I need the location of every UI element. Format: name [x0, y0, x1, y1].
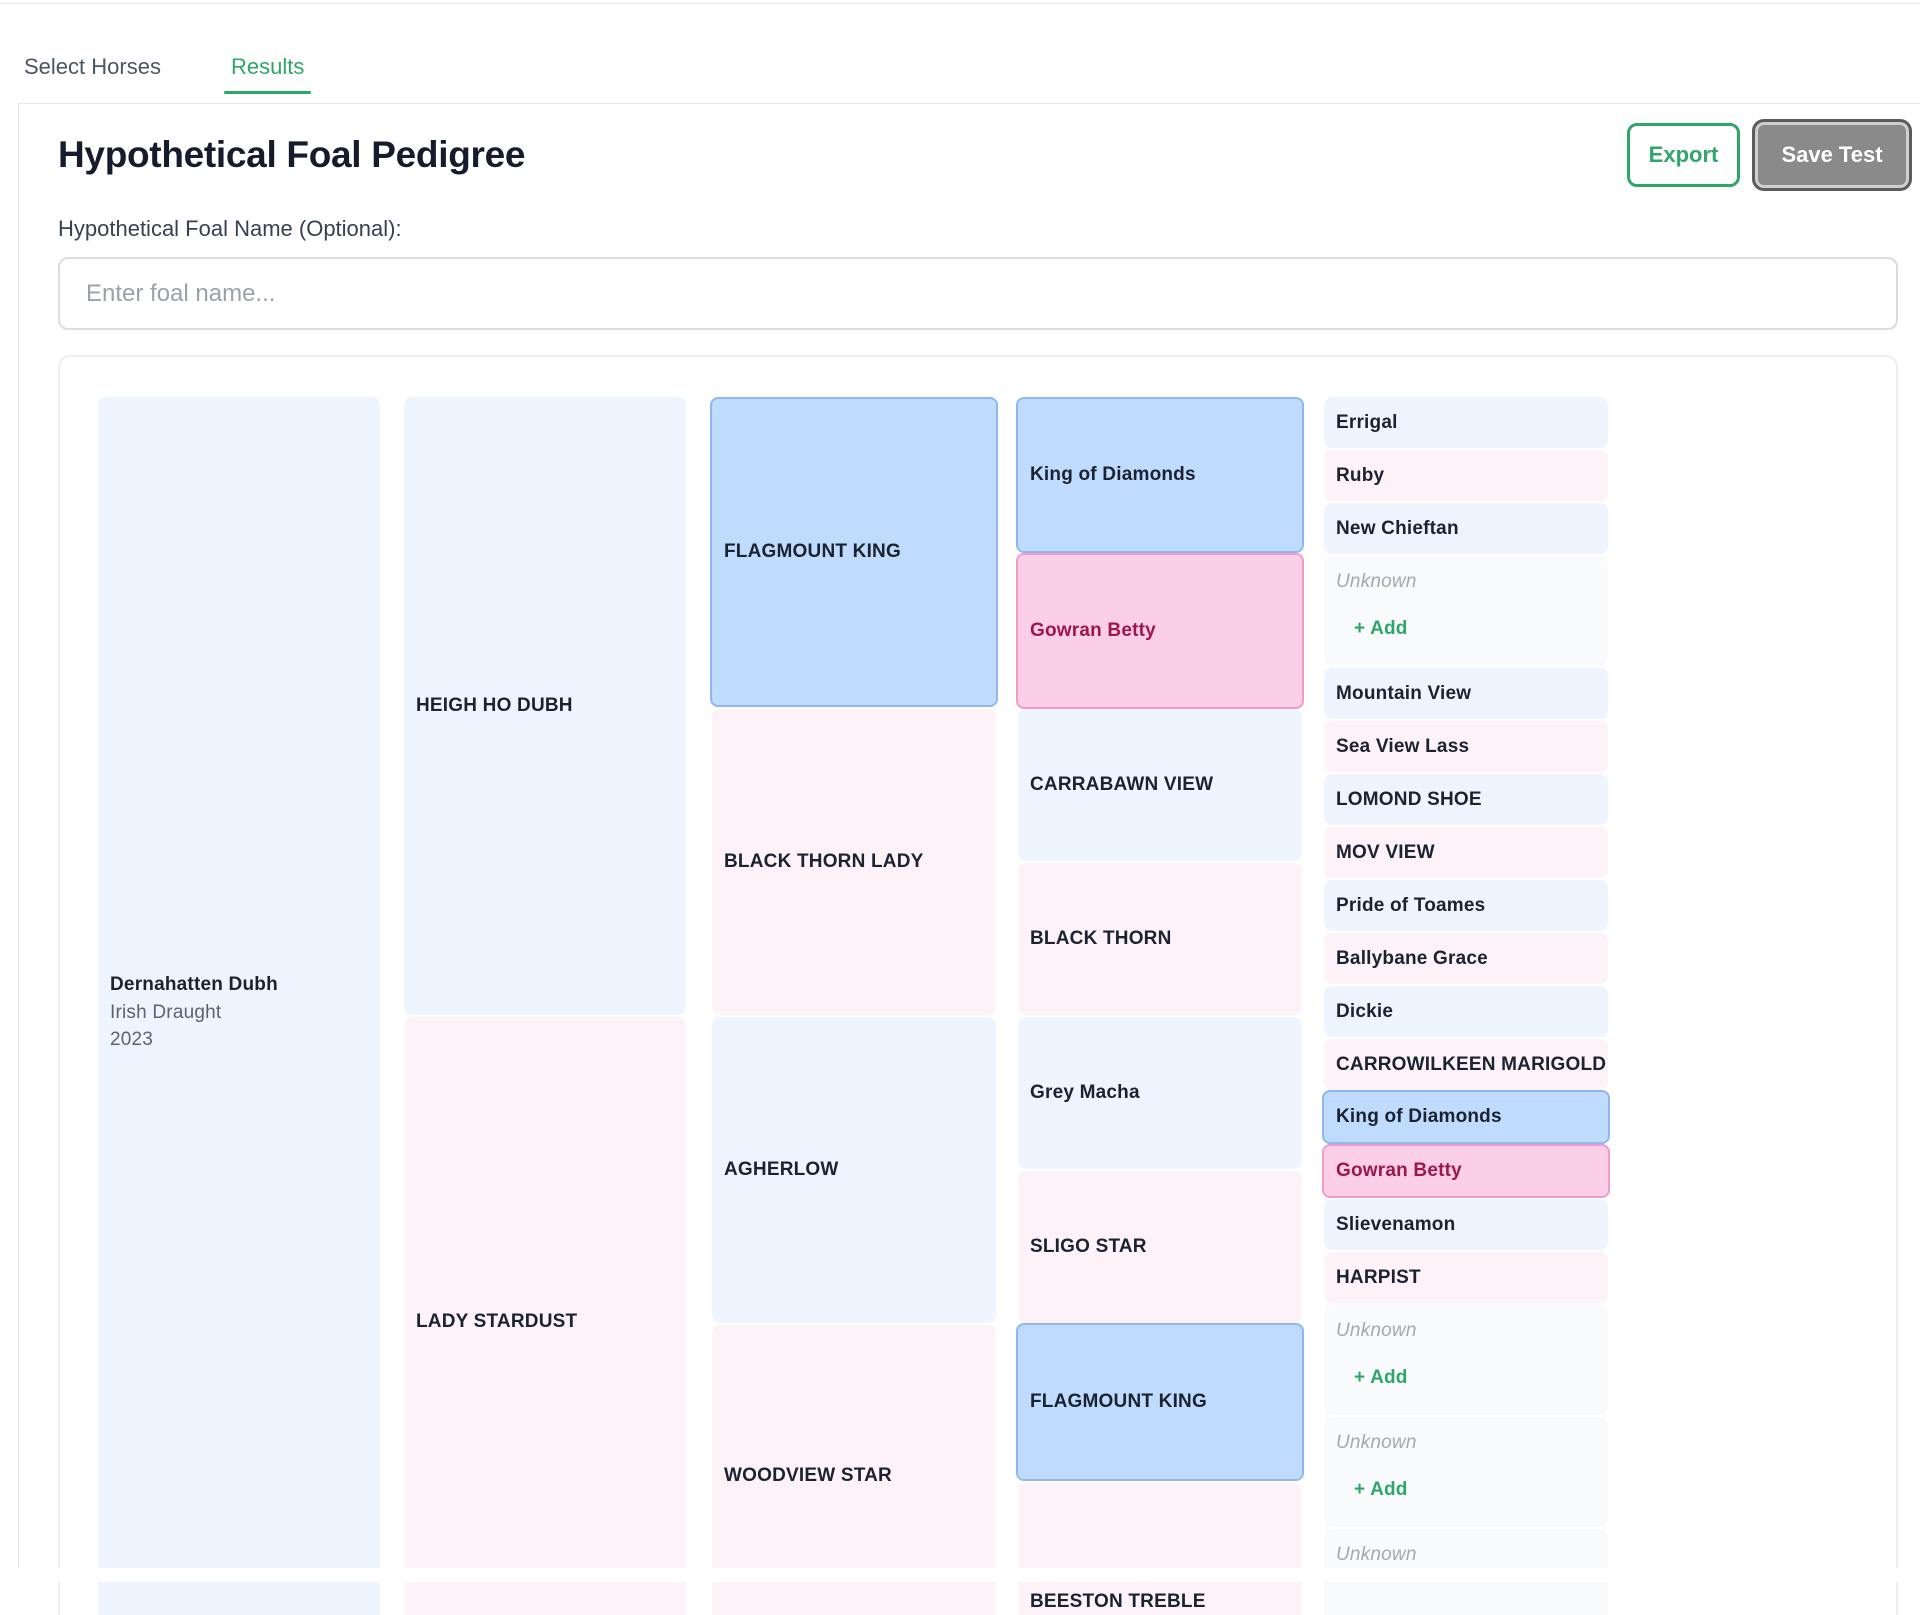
pedigree-gen2-item[interactable]: WOODVIEW STAR	[712, 1325, 996, 1615]
top-border	[0, 0, 1920, 4]
tab-bar: Select Horses Results	[0, 50, 1920, 104]
horse-name: Ruby	[1336, 464, 1385, 486]
tab-select-horses[interactable]: Select Horses	[24, 54, 161, 94]
add-horse-link[interactable]: + Add	[1354, 1479, 1408, 1500]
export-button[interactable]: Export	[1627, 123, 1740, 187]
pedigree-gen4-item[interactable]: Dickie	[1324, 986, 1608, 1037]
pedigree-gen3-item[interactable]: Gowran Betty	[1016, 553, 1304, 709]
horse-name: Gowran Betty	[1030, 620, 1156, 641]
horse-name: LOMOND SHOE	[1336, 788, 1482, 810]
horse-name: HARPIST	[1336, 1266, 1421, 1288]
pedigree-unknown-slot: Unknown + Add	[1324, 1305, 1608, 1415]
pedigree-sire[interactable]: HEIGH HO DUBH	[404, 397, 686, 1015]
horse-name: LADY STARDUST	[416, 1311, 578, 1332]
pedigree-gen3-item[interactable]: SLIGO STAR	[1018, 1171, 1302, 1323]
horse-name: CARROWILKEEN MARIGOLD	[1336, 1053, 1607, 1075]
pedigree-gen4-item[interactable]: CARROWILKEEN MARIGOLD	[1324, 1039, 1608, 1090]
horse-name: Sea View Lass	[1336, 735, 1470, 757]
bottom-clip	[0, 1568, 1920, 1582]
horse-name: New Chieftan	[1336, 517, 1459, 539]
unknown-label: Unknown	[1336, 1320, 1417, 1341]
page-title: Hypothetical Foal Pedigree	[58, 134, 526, 175]
foal-name-input[interactable]	[58, 257, 1898, 330]
pedigree-gen4-item[interactable]: Mountain View	[1324, 668, 1608, 719]
horse-name: BEESTON TREBLE	[1030, 1591, 1206, 1612]
horse-name: Pride of Toames	[1336, 894, 1486, 916]
unknown-label: Unknown	[1336, 1544, 1417, 1565]
horse-name: MOV VIEW	[1336, 841, 1435, 863]
horse-name: Gowran Betty	[1336, 1160, 1462, 1181]
pedigree-gen4-item[interactable]: Ruby	[1324, 450, 1608, 501]
tab-select-horses-label: Select Horses	[24, 54, 161, 79]
pedigree-gen4-item[interactable]: King of Diamonds	[1322, 1090, 1610, 1144]
pedigree-gen4-item[interactable]: MOV VIEW	[1324, 827, 1608, 878]
pedigree-gen3-item[interactable]: King of Diamonds	[1016, 397, 1304, 553]
pedigree-gen4-item[interactable]: HARPIST	[1324, 1252, 1608, 1303]
horse-name: Dickie	[1336, 1000, 1394, 1022]
tab-results-label: Results	[231, 54, 305, 79]
horse-name: Ballybane Grace	[1336, 947, 1488, 969]
horse-name: WOODVIEW STAR	[724, 1465, 892, 1486]
pedigree-gen3-item[interactable]: BEESTON TREBLE	[1018, 1483, 1302, 1615]
pedigree-gen4-item[interactable]: Ballybane Grace	[1324, 933, 1608, 984]
horse-name: SLIGO STAR	[1030, 1236, 1147, 1257]
pedigree-subject[interactable]: Dernahatten Dubh Irish Draught 2023	[98, 397, 380, 1615]
pedigree-gen4-item[interactable]: Pride of Toames	[1324, 880, 1608, 931]
pedigree-gen3-item[interactable]: Grey Macha	[1018, 1017, 1302, 1169]
horse-name: FLAGMOUNT KING	[724, 541, 901, 562]
horse-name: BLACK THORN LADY	[724, 851, 924, 872]
horse-name: King of Diamonds	[1030, 464, 1196, 485]
add-horse-link[interactable]: + Add	[1354, 1367, 1408, 1388]
horse-name: HEIGH HO DUBH	[416, 695, 573, 716]
horse-name: FLAGMOUNT KING	[1030, 1391, 1207, 1412]
pedigree-gen4-item[interactable]: LOMOND SHOE	[1324, 774, 1608, 825]
pedigree-gen3-item[interactable]: CARRABAWN VIEW	[1018, 709, 1302, 861]
subject-year: 2023	[110, 1028, 154, 1050]
pedigree-gen4-item[interactable]: Sea View Lass	[1324, 721, 1608, 772]
pedigree-gen4-item[interactable]: New Chieftan	[1324, 503, 1608, 554]
pedigree-gen2-item[interactable]: AGHERLOW	[712, 1017, 996, 1323]
active-tab-indicator	[224, 91, 312, 94]
pedigree-gen3-item[interactable]: BLACK THORN	[1018, 863, 1302, 1015]
horse-name: Errigal	[1336, 411, 1398, 433]
add-horse-link[interactable]: + Add	[1354, 618, 1408, 639]
foal-name-label: Hypothetical Foal Name (Optional):	[58, 216, 402, 241]
horse-name: AGHERLOW	[724, 1159, 839, 1180]
tab-results[interactable]: Results	[224, 54, 312, 94]
results-card: Hypothetical Foal Pedigree Export Save T…	[18, 103, 1920, 1615]
save-test-button[interactable]: Save Test	[1752, 119, 1912, 191]
unknown-label: Unknown	[1336, 1432, 1417, 1453]
pedigree-gen4-item[interactable]: Gowran Betty	[1322, 1144, 1610, 1198]
subject-name: Dernahatten Dubh	[110, 973, 278, 995]
pedigree-dam[interactable]: LADY STARDUST	[404, 1017, 686, 1615]
pedigree-gen4-item[interactable]: Errigal	[1324, 397, 1608, 448]
pedigree-unknown-slot: Unknown + Add	[1324, 556, 1608, 666]
pedigree-chart: Dernahatten Dubh Irish Draught 2023 HEIG…	[58, 355, 1898, 1615]
horse-name: CARRABAWN VIEW	[1030, 774, 1214, 795]
horse-name: Slievenamon	[1336, 1213, 1456, 1235]
unknown-label: Unknown	[1336, 571, 1417, 592]
horse-name: BLACK THORN	[1030, 928, 1172, 949]
pedigree-gen3-item[interactable]: FLAGMOUNT KING	[1016, 1323, 1304, 1481]
pedigree-gen2-item[interactable]: BLACK THORN LADY	[712, 709, 996, 1015]
horse-name: Mountain View	[1336, 682, 1472, 704]
pedigree-unknown-slot: Unknown + Add	[1324, 1417, 1608, 1527]
pedigree-gen2-item[interactable]: FLAGMOUNT KING	[710, 397, 998, 707]
horse-name: King of Diamonds	[1336, 1106, 1502, 1127]
subject-breed: Irish Draught	[110, 1001, 222, 1023]
horse-name: Grey Macha	[1030, 1082, 1140, 1103]
pedigree-gen4-item[interactable]: Slievenamon	[1324, 1199, 1608, 1250]
